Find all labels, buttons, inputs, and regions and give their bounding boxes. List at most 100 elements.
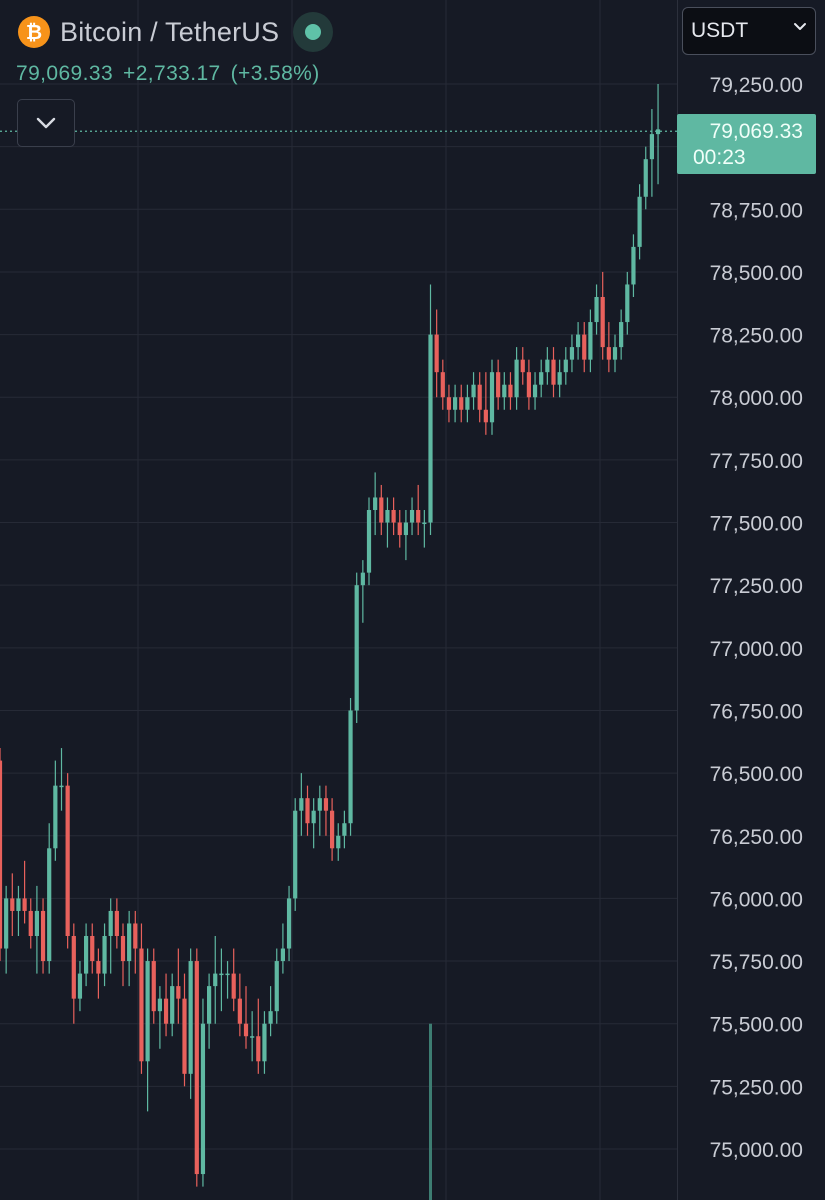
- candle-body: [594, 297, 599, 323]
- candle-body: [477, 384, 482, 410]
- candle-body: [655, 129, 661, 135]
- candle-body: [219, 973, 224, 976]
- candle-body: [40, 910, 46, 962]
- candle-body: [311, 810, 316, 824]
- candle-body: [133, 923, 138, 949]
- price-axis-label: 77,000.00: [710, 638, 803, 661]
- candle-body: [305, 798, 310, 824]
- candle-body: [612, 347, 618, 360]
- price-axis-label: 78,250.00: [710, 325, 803, 348]
- candle-body: [237, 998, 242, 1024]
- candle-body: [34, 910, 39, 936]
- candle-body: [299, 798, 304, 811]
- candle-body: [22, 898, 27, 911]
- candle-body: [120, 936, 126, 962]
- candle-body: [600, 297, 605, 348]
- candle-body: [274, 961, 279, 1012]
- candle-body: [422, 522, 427, 525]
- collapse-legend-button[interactable]: [17, 99, 75, 147]
- candle-body: [385, 510, 390, 523]
- price-axis-label: 79,250.00: [710, 74, 803, 97]
- price-axis-label: 78,750.00: [710, 199, 803, 222]
- candle-body: [403, 522, 408, 536]
- candle-body: [526, 372, 531, 398]
- candle-body: [496, 372, 501, 398]
- candle-body: [96, 961, 101, 974]
- candle-body: [84, 936, 89, 974]
- candle-body: [243, 1023, 249, 1037]
- candle-body: [649, 134, 654, 160]
- candle-body: [200, 1023, 206, 1175]
- candle-body: [280, 948, 285, 962]
- candle-body: [317, 798, 322, 811]
- price-axis-label: 75,000.00: [710, 1139, 803, 1162]
- chevron-down-icon: [36, 117, 56, 129]
- candle-body: [0, 760, 3, 949]
- price-axis-label: 75,500.00: [710, 1014, 803, 1037]
- currency-select[interactable]: USDT: [682, 7, 816, 55]
- price-change: +2,733.17: [123, 62, 221, 85]
- candle-body: [336, 835, 341, 849]
- candle-body: [471, 384, 476, 398]
- last-price-tag-countdown: 00:23: [693, 146, 746, 169]
- candle-body: [360, 572, 365, 586]
- candle-body: [77, 973, 83, 999]
- last-price-tag-value: 79,069.33: [710, 120, 803, 143]
- price-axis-label: 78,000.00: [710, 387, 803, 410]
- market-status-icon: [293, 12, 334, 52]
- price-change-percent: (+3.58%): [230, 62, 320, 85]
- volume-bar: [429, 1023, 432, 1200]
- candle-body: [53, 785, 58, 849]
- candle-body: [323, 798, 329, 811]
- candle-body: [293, 810, 298, 899]
- candle-body: [563, 359, 568, 373]
- candle-body: [409, 510, 415, 523]
- price-axis-label: 77,250.00: [710, 575, 803, 598]
- candle-body: [551, 359, 556, 385]
- candle-body: [194, 961, 199, 1175]
- currency-select-value: USDT: [691, 19, 749, 42]
- candle-body: [170, 986, 175, 1024]
- candle-body: [151, 961, 156, 1012]
- price-axis-label: 77,500.00: [710, 513, 803, 536]
- last-price-tag: 79,069.33 00:23: [677, 114, 816, 174]
- candle-body: [207, 986, 212, 1024]
- price-axis-label: 75,750.00: [710, 951, 803, 974]
- candle-body: [520, 359, 525, 373]
- candle-body: [619, 322, 624, 348]
- candle-body: [225, 973, 230, 976]
- candle-body: [127, 923, 132, 962]
- candle-body: [250, 1036, 255, 1038]
- candle-body: [440, 372, 445, 398]
- candle-body: [576, 334, 581, 348]
- candle-body: [397, 522, 402, 536]
- candle-body: [59, 785, 64, 788]
- candle-body: [637, 196, 642, 247]
- candle-body: [268, 1011, 273, 1024]
- candle-body: [90, 936, 95, 962]
- symbol-header[interactable]: ₿ Bitcoin / TetherUS: [18, 12, 334, 52]
- candle-body: [182, 998, 187, 1074]
- price-axis-label: 77,750.00: [710, 450, 803, 473]
- price-axis-label: 76,500.00: [710, 763, 803, 786]
- candle-body: [145, 961, 150, 1062]
- price-axis-label: 76,750.00: [710, 700, 803, 723]
- bitcoin-logo-icon: ₿: [18, 16, 50, 48]
- candle-body: [231, 973, 236, 999]
- candle-body: [508, 384, 513, 398]
- candle-body: [428, 334, 433, 523]
- candle-body: [354, 585, 359, 711]
- candle-body: [28, 910, 33, 936]
- candle-body: [514, 359, 519, 398]
- last-price: 79,069.33: [16, 62, 114, 85]
- candle-body: [4, 898, 9, 949]
- pair-title: Bitcoin / TetherUS: [60, 16, 280, 47]
- candle-body: [71, 936, 76, 999]
- chevron-down-icon: [794, 23, 806, 30]
- candle-body: [483, 409, 488, 423]
- candle-body: [606, 347, 611, 360]
- candle-body: [330, 810, 335, 849]
- candle-body: [459, 397, 464, 410]
- candle-body: [286, 898, 292, 949]
